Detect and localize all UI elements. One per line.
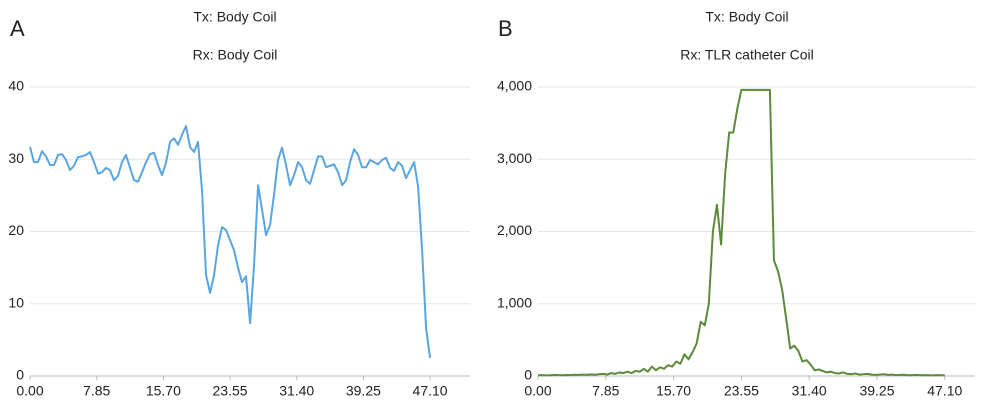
x-tick-label: 0.00	[524, 383, 551, 399]
y-tick-label: 2,000	[497, 222, 532, 238]
y-tick-label: 0	[524, 367, 532, 383]
x-tick-label: 15.70	[656, 383, 691, 399]
x-tick-label: 0.00	[16, 383, 43, 399]
chart-title: Tx: Body Coil	[705, 9, 788, 25]
y-tick-label: 30	[8, 150, 24, 166]
x-tick-label: 31.40	[279, 383, 314, 399]
chart-subtitle: Rx: Body Coil	[193, 47, 278, 63]
x-tick-label: 15.70	[146, 383, 181, 399]
x-tick-label: 23.55	[724, 383, 759, 399]
y-tick-label: 0	[16, 367, 24, 383]
x-tick-label: 23.55	[213, 383, 248, 399]
x-tick-label: 47.10	[413, 383, 448, 399]
y-tick-label: 20	[8, 222, 24, 238]
chart-title: Tx: Body Coil	[193, 9, 276, 25]
panel-label: A	[10, 16, 25, 41]
x-tick-label: 31.40	[792, 383, 827, 399]
x-tick-label: 7.85	[592, 383, 619, 399]
chart-subtitle: Rx: TLR catheter Coil	[680, 47, 814, 63]
y-tick-label: 10	[8, 294, 24, 310]
x-tick-label: 39.25	[346, 383, 381, 399]
data-line	[537, 88, 945, 377]
y-tick-label: 3,000	[497, 150, 532, 166]
x-tick-label: 47.10	[927, 383, 962, 399]
y-tick-label: 40	[8, 78, 24, 94]
panel-label: B	[498, 16, 513, 41]
x-tick-label: 7.85	[83, 383, 110, 399]
y-tick-label: 4,000	[497, 78, 532, 94]
data-line	[29, 125, 432, 359]
y-tick-label: 1,000	[497, 294, 532, 310]
x-tick-label: 39.25	[859, 383, 894, 399]
